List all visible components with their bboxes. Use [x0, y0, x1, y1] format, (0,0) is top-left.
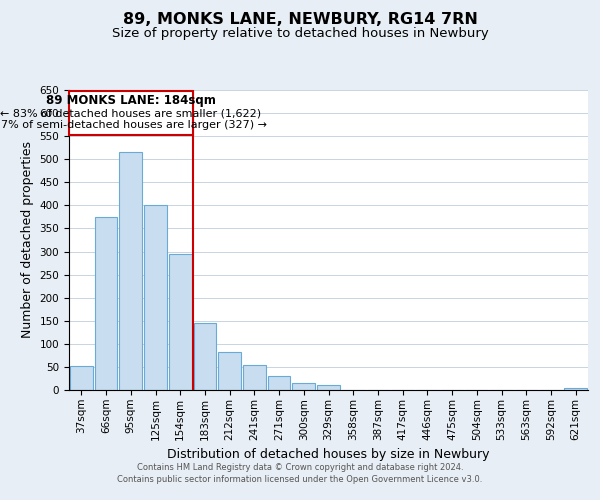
Bar [292, 383, 315, 390]
Text: 17% of semi-detached houses are larger (327) →: 17% of semi-detached houses are larger (… [0, 120, 267, 130]
Text: Contains public sector information licensed under the Open Government Licence v3: Contains public sector information licen… [118, 475, 482, 484]
Text: 89 MONKS LANE: 184sqm: 89 MONKS LANE: 184sqm [46, 94, 216, 108]
Bar [144, 206, 167, 390]
Bar [218, 352, 241, 390]
Bar [564, 388, 587, 390]
Bar [169, 254, 191, 390]
Text: 89, MONKS LANE, NEWBURY, RG14 7RN: 89, MONKS LANE, NEWBURY, RG14 7RN [122, 12, 478, 28]
Bar [317, 385, 340, 390]
Text: ← 83% of detached houses are smaller (1,622): ← 83% of detached houses are smaller (1,… [0, 109, 262, 119]
Bar [268, 376, 290, 390]
Bar [194, 323, 216, 390]
Bar [119, 152, 142, 390]
FancyBboxPatch shape [69, 91, 193, 135]
Y-axis label: Number of detached properties: Number of detached properties [21, 142, 34, 338]
Bar [70, 366, 93, 390]
Bar [243, 364, 266, 390]
Text: Size of property relative to detached houses in Newbury: Size of property relative to detached ho… [112, 28, 488, 40]
Bar [95, 217, 118, 390]
Text: Contains HM Land Registry data © Crown copyright and database right 2024.: Contains HM Land Registry data © Crown c… [137, 462, 463, 471]
X-axis label: Distribution of detached houses by size in Newbury: Distribution of detached houses by size … [167, 448, 490, 461]
